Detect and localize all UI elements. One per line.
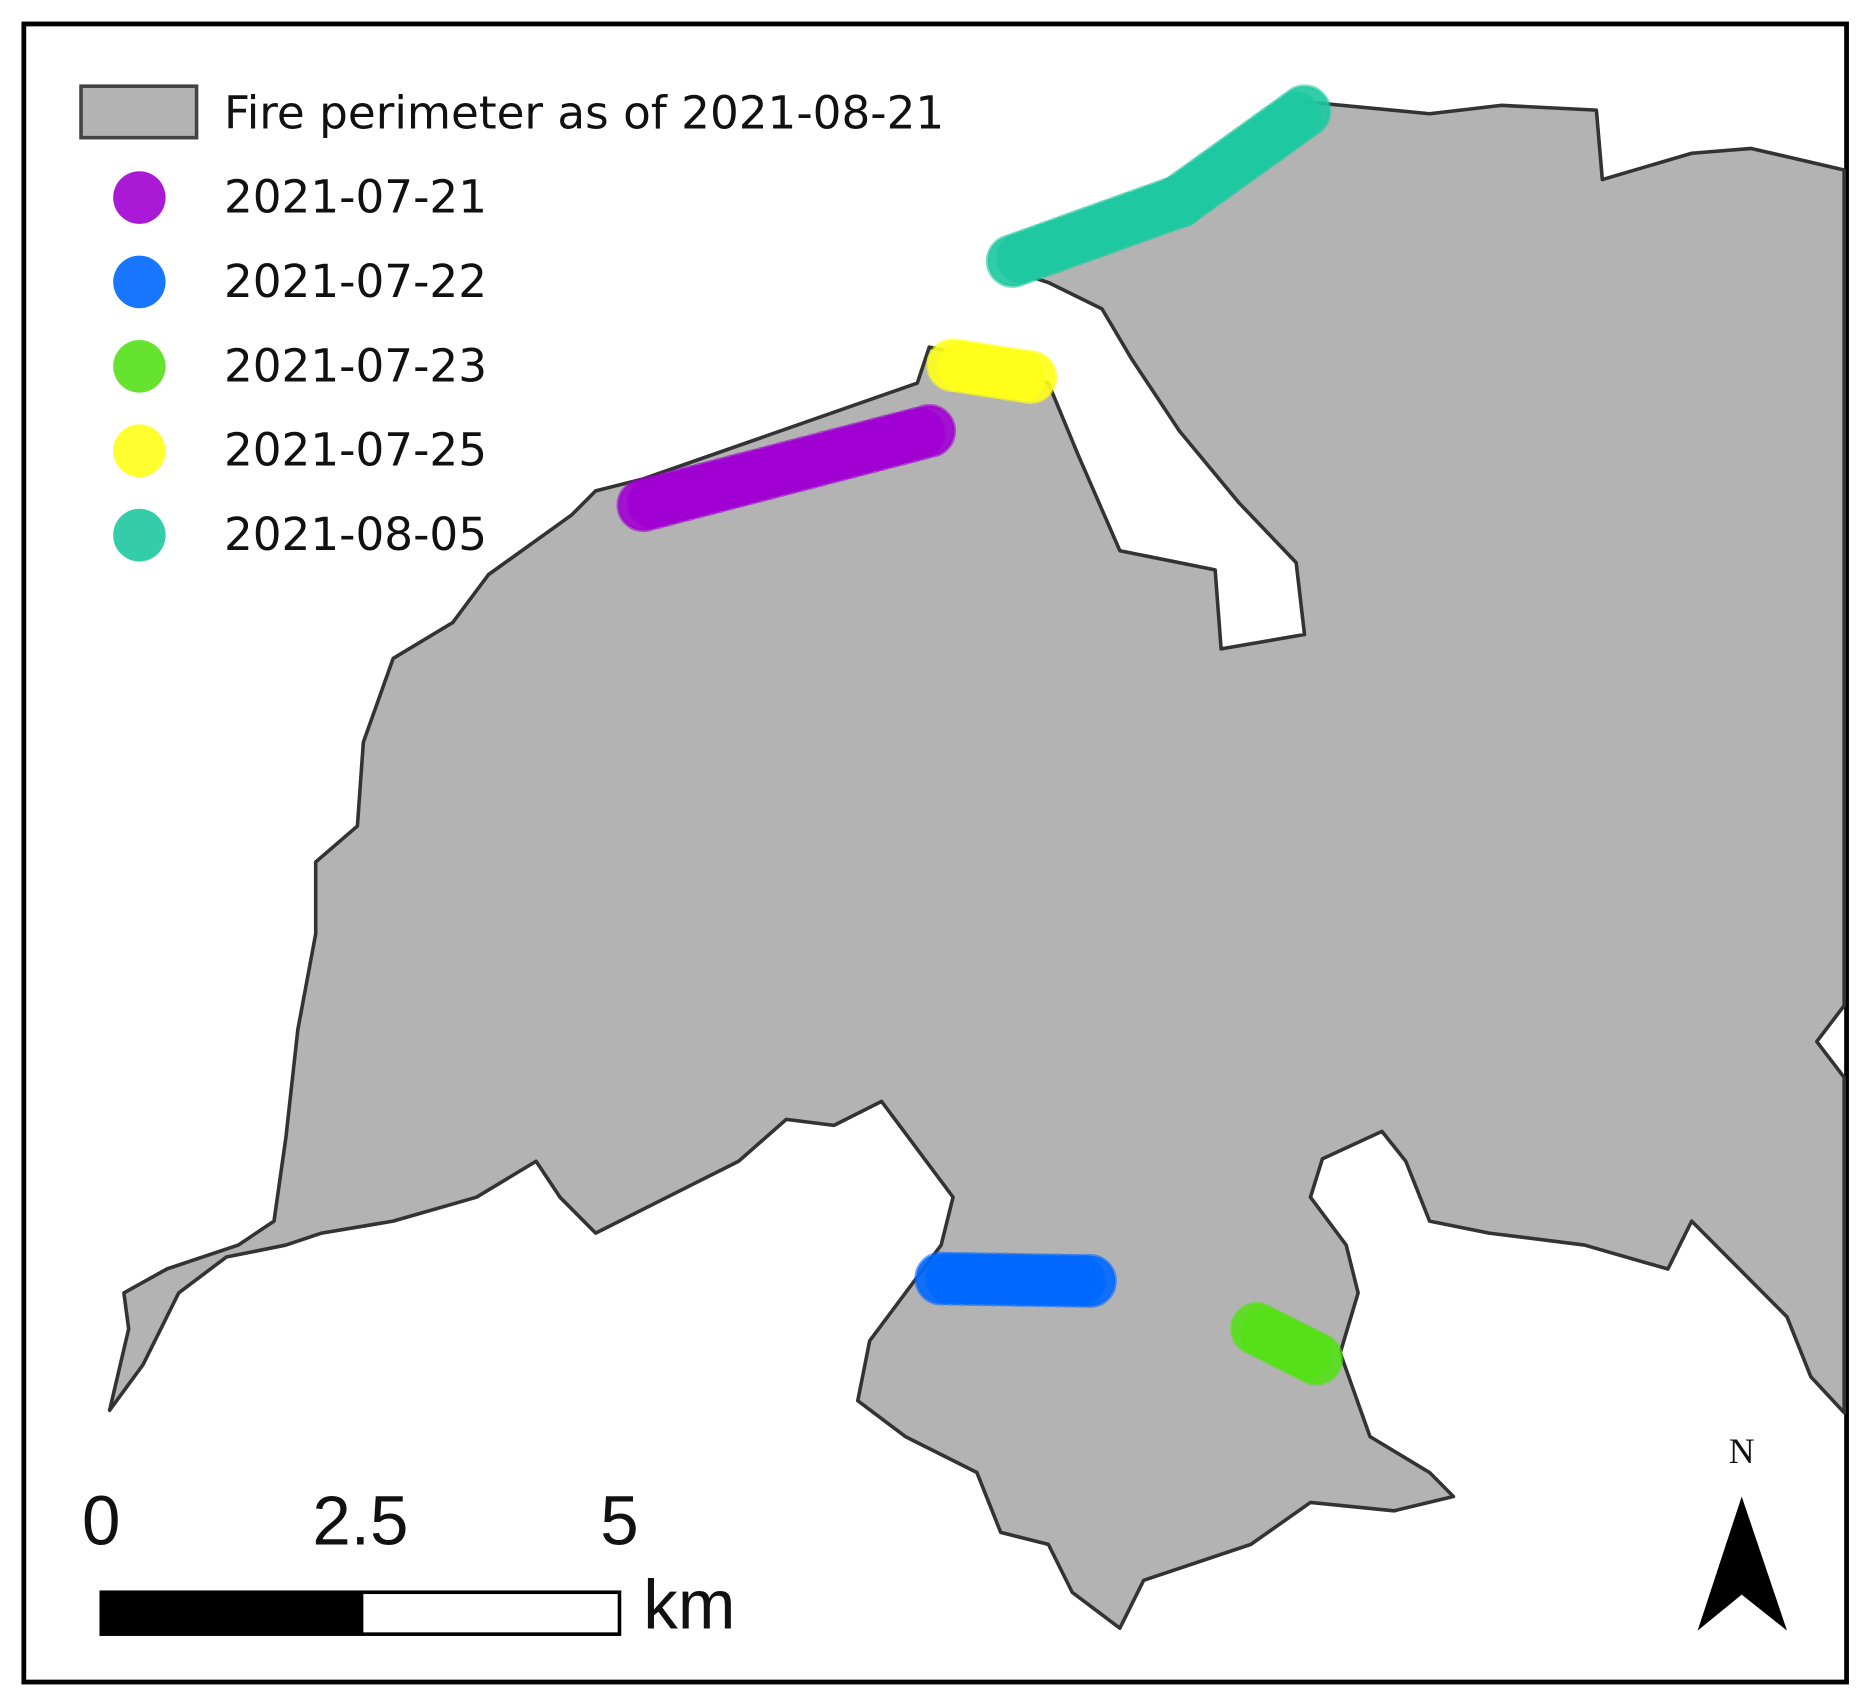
scale-bar-fill bbox=[101, 1592, 364, 1635]
scale-tick-label: 5 bbox=[600, 1482, 638, 1560]
north-label: N bbox=[1729, 1431, 1755, 1471]
scale-unit: km bbox=[643, 1565, 735, 1643]
scale-tick-label: 2.5 bbox=[312, 1482, 408, 1560]
scale-tick-label: 0 bbox=[82, 1482, 120, 1560]
legend-swatch bbox=[113, 340, 166, 393]
legend-label: 2021-07-25 bbox=[224, 424, 487, 477]
legend-label: 2021-07-21 bbox=[224, 170, 487, 223]
legend-swatch bbox=[113, 508, 166, 562]
legend-label: 2021-07-22 bbox=[224, 255, 487, 308]
legend-swatch bbox=[113, 255, 166, 309]
fire-point bbox=[1277, 84, 1332, 139]
legend-label: Fire perimeter as of 2021-08-21 bbox=[224, 87, 944, 140]
legend-swatch bbox=[113, 424, 166, 478]
legend-swatch bbox=[113, 171, 166, 224]
legend-perimeter-swatch bbox=[79, 84, 199, 140]
legend-label: 2021-07-23 bbox=[224, 339, 487, 392]
fire-point bbox=[1063, 1254, 1117, 1308]
legend-label: 2021-08-05 bbox=[224, 508, 487, 561]
fire-point bbox=[1003, 350, 1058, 405]
fire-point bbox=[1289, 1331, 1344, 1386]
fire-point bbox=[902, 404, 957, 458]
north-arrow bbox=[1697, 1496, 1787, 1631]
